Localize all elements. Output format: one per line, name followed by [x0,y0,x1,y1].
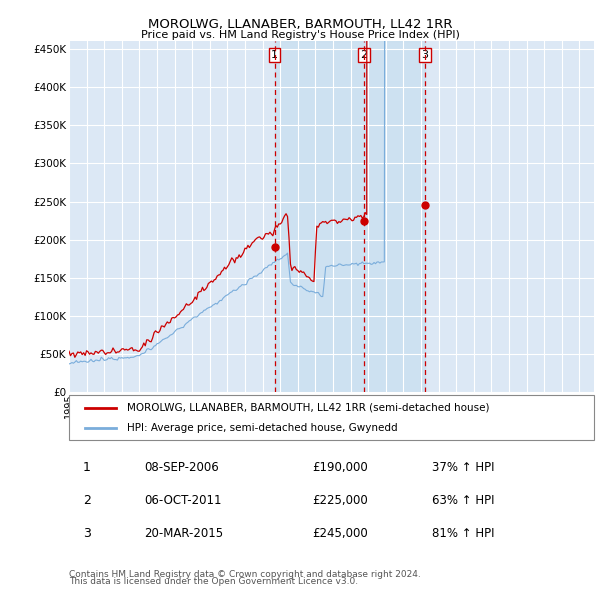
Text: 06-OCT-2011: 06-OCT-2011 [144,494,221,507]
Text: 08-SEP-2006: 08-SEP-2006 [144,461,219,474]
Text: Price paid vs. HM Land Registry's House Price Index (HPI): Price paid vs. HM Land Registry's House … [140,30,460,40]
Text: 2: 2 [83,494,91,507]
Text: 3: 3 [83,527,91,540]
Text: MOROLWG, LLANABER, BARMOUTH, LL42 1RR (semi-detached house): MOROLWG, LLANABER, BARMOUTH, LL42 1RR (s… [127,403,489,412]
Text: £225,000: £225,000 [312,494,368,507]
Bar [275,41,425,392]
Text: £245,000: £245,000 [312,527,368,540]
Text: 1: 1 [83,461,91,474]
Text: 2: 2 [361,50,368,60]
Text: 20-MAR-2015: 20-MAR-2015 [144,527,223,540]
Text: £190,000: £190,000 [312,461,368,474]
Text: 81% ↑ HPI: 81% ↑ HPI [432,527,494,540]
Text: This data is licensed under the Open Government Licence v3.0.: This data is licensed under the Open Gov… [69,578,358,586]
Text: 63% ↑ HPI: 63% ↑ HPI [432,494,494,507]
Text: 1: 1 [271,50,278,60]
Text: 37% ↑ HPI: 37% ↑ HPI [432,461,494,474]
Text: Contains HM Land Registry data © Crown copyright and database right 2024.: Contains HM Land Registry data © Crown c… [69,571,421,579]
Text: HPI: Average price, semi-detached house, Gwynedd: HPI: Average price, semi-detached house,… [127,424,397,434]
Text: MOROLWG, LLANABER, BARMOUTH, LL42 1RR: MOROLWG, LLANABER, BARMOUTH, LL42 1RR [148,18,452,31]
Text: 3: 3 [421,50,428,60]
